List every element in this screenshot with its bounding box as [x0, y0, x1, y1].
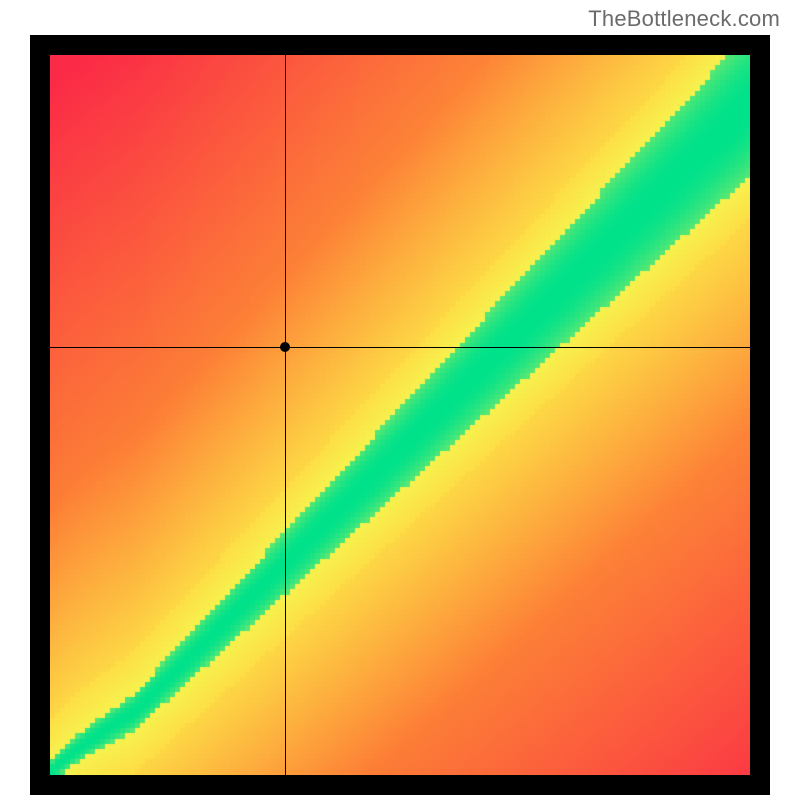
watermark-text: TheBottleneck.com: [588, 6, 780, 32]
crosshair-marker: [280, 342, 290, 352]
figure-container: TheBottleneck.com: [0, 0, 800, 800]
crosshair-horizontal: [50, 347, 750, 348]
bottleneck-heatmap: [50, 55, 750, 775]
plot-border: [30, 35, 770, 795]
crosshair-vertical: [285, 55, 286, 775]
